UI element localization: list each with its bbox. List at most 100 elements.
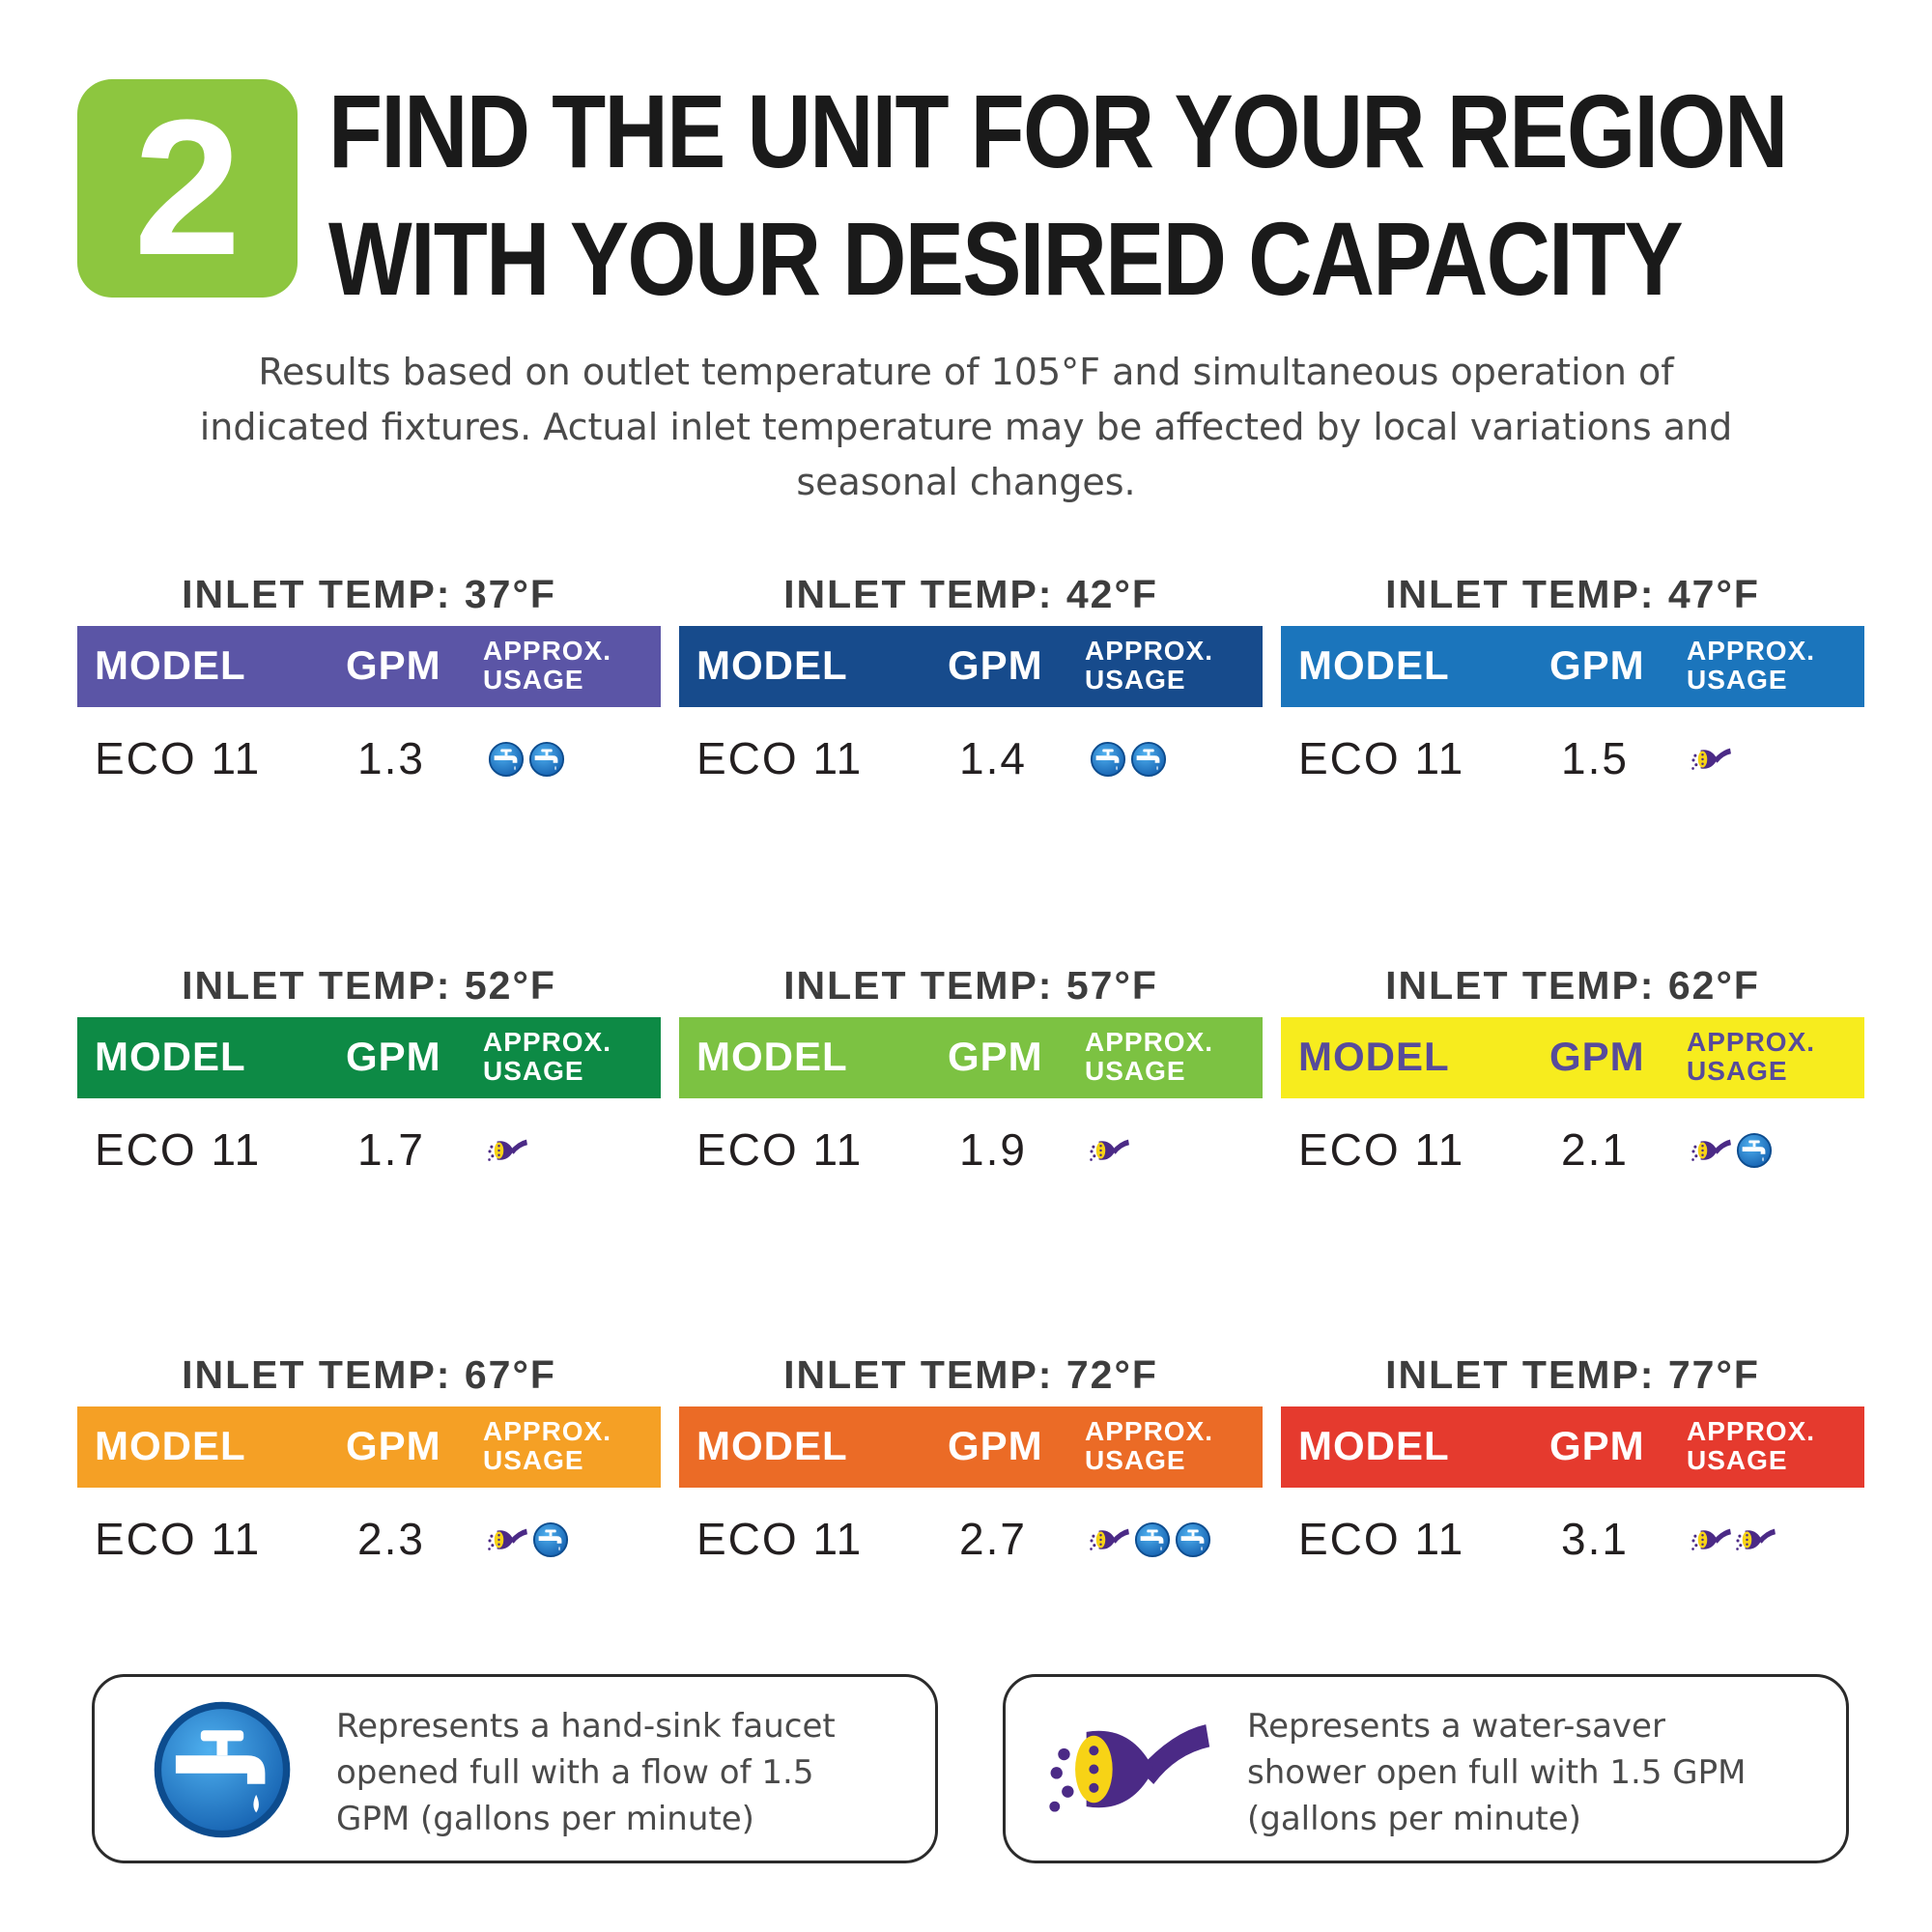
faucet-icon bbox=[1134, 1521, 1171, 1558]
usage-icons bbox=[488, 1521, 569, 1558]
faucet-icon bbox=[1130, 741, 1167, 778]
table-row: ECO 11 1.4 bbox=[679, 729, 1263, 787]
column-header-gpm: GPM bbox=[948, 1423, 1043, 1468]
card-header: MODEL GPM APPROX. USAGE bbox=[679, 1017, 1263, 1098]
column-header-usage: APPROX. USAGE bbox=[1687, 1417, 1815, 1475]
column-header-usage: APPROX. USAGE bbox=[483, 1028, 611, 1086]
shower-icon bbox=[488, 1132, 528, 1169]
column-header-gpm: GPM bbox=[948, 642, 1043, 688]
usage-icons bbox=[1691, 741, 1732, 778]
column-header-usage-line-2: USAGE bbox=[1687, 1445, 1788, 1475]
column-header-usage-line-1: APPROX. bbox=[1687, 636, 1816, 666]
column-header-usage: APPROX. USAGE bbox=[1085, 1028, 1213, 1086]
gpm-value: 2.3 bbox=[357, 1514, 425, 1564]
inlet-temp-title: INLET TEMP: 62°F bbox=[1385, 963, 1760, 1008]
model-value: ECO 11 bbox=[696, 733, 864, 783]
column-header-model: MODEL bbox=[1298, 1423, 1450, 1468]
table-row: ECO 11 3.1 bbox=[1281, 1510, 1864, 1568]
faucet-icon bbox=[1090, 741, 1126, 778]
legend-shower-line-2: shower open full with 1.5 GPM bbox=[1247, 1753, 1747, 1792]
inlet-temp-title: INLET TEMP: 37°F bbox=[182, 572, 556, 616]
column-header-usage-line-1: APPROX. bbox=[1687, 1027, 1816, 1057]
column-header-usage: APPROX. USAGE bbox=[483, 1417, 611, 1475]
shower-icon bbox=[1691, 1132, 1732, 1169]
table-row: ECO 11 1.5 bbox=[1281, 729, 1864, 787]
gpm-value: 1.3 bbox=[357, 733, 425, 783]
legend-shower-line-3: (gallons per minute) bbox=[1247, 1800, 1581, 1838]
column-header-usage-line-1: APPROX. bbox=[1085, 1416, 1214, 1446]
inlet-temp-card: INLET TEMP: 37°F MODEL GPM APPROX. USAGE ECO … bbox=[77, 570, 661, 821]
inlet-temp-title: INLET TEMP: 42°F bbox=[783, 572, 1158, 616]
column-header-usage: APPROX. USAGE bbox=[1687, 637, 1815, 695]
faucet-icon bbox=[151, 1698, 294, 1841]
page-title-line-2: WITH YOUR DESIRED CAPACITY bbox=[328, 200, 1684, 317]
column-header-usage-line-2: USAGE bbox=[1085, 1445, 1186, 1475]
step-number: 2 bbox=[133, 80, 242, 296]
column-header-usage-line-2: USAGE bbox=[1085, 1056, 1186, 1086]
column-header-usage-line-1: APPROX. bbox=[483, 636, 612, 666]
card-header: MODEL GPM APPROX. USAGE bbox=[679, 1406, 1263, 1488]
column-header-usage-line-1: APPROX. bbox=[1085, 636, 1214, 666]
legend-faucet-line-2: opened full with a flow of 1.5 bbox=[336, 1753, 814, 1792]
gpm-value: 2.7 bbox=[959, 1514, 1027, 1564]
inlet-temp-card: INLET TEMP: 67°F MODEL GPM APPROX. USAGE ECO … bbox=[77, 1350, 661, 1602]
inlet-temp-card: INLET TEMP: 72°F MODEL GPM APPROX. USAGE ECO … bbox=[679, 1350, 1263, 1602]
column-header-usage: APPROX. USAGE bbox=[1085, 1417, 1213, 1475]
card-header: MODEL GPM APPROX. USAGE bbox=[679, 626, 1263, 707]
column-header-usage: APPROX. USAGE bbox=[1687, 1028, 1815, 1086]
card-header: MODEL GPM APPROX. USAGE bbox=[77, 1406, 661, 1488]
usage-icons bbox=[1691, 1132, 1773, 1169]
inlet-temp-title: INLET TEMP: 52°F bbox=[182, 963, 556, 1008]
column-header-gpm: GPM bbox=[948, 1034, 1043, 1079]
shower-icon bbox=[1691, 1521, 1732, 1558]
column-header-usage-line-2: USAGE bbox=[483, 1445, 584, 1475]
subtitle: Results based on outlet temperature of 1… bbox=[97, 345, 1835, 510]
subtitle-line-2: indicated fixtures. Actual inlet tempera… bbox=[199, 406, 1733, 448]
usage-icons bbox=[1090, 1132, 1130, 1169]
inlet-temp-card: INLET TEMP: 57°F MODEL GPM APPROX. USAGE ECO … bbox=[679, 961, 1263, 1212]
column-header-usage-line-2: USAGE bbox=[1687, 1056, 1788, 1086]
subtitle-line-3: seasonal changes. bbox=[796, 461, 1136, 503]
column-header-model: MODEL bbox=[95, 1034, 246, 1079]
column-header-usage-line-2: USAGE bbox=[1687, 665, 1788, 695]
shower-icon bbox=[488, 1521, 528, 1558]
inlet-temp-card: INLET TEMP: 62°F MODEL GPM APPROX. USAGE ECO … bbox=[1281, 961, 1864, 1212]
table-row: ECO 11 2.1 bbox=[1281, 1121, 1864, 1179]
inlet-temp-card: INLET TEMP: 52°F MODEL GPM APPROX. USAGE ECO … bbox=[77, 961, 661, 1212]
legend-faucet-line-1: Represents a hand-sink faucet bbox=[336, 1707, 836, 1746]
inlet-temp-title: INLET TEMP: 67°F bbox=[182, 1352, 556, 1397]
card-header: MODEL GPM APPROX. USAGE bbox=[77, 1017, 661, 1098]
column-header-model: MODEL bbox=[696, 642, 848, 688]
table-row: ECO 11 1.9 bbox=[679, 1121, 1263, 1179]
table-row: ECO 11 1.7 bbox=[77, 1121, 661, 1179]
legend-shower-line-1: Represents a water-saver bbox=[1247, 1707, 1665, 1746]
model-value: ECO 11 bbox=[1298, 1514, 1465, 1564]
shower-icon bbox=[1049, 1694, 1213, 1844]
legend-faucet-text: Represents a hand-sink faucet opened ful… bbox=[336, 1703, 836, 1842]
model-value: ECO 11 bbox=[696, 1124, 864, 1175]
column-header-gpm: GPM bbox=[346, 1034, 441, 1079]
column-header-model: MODEL bbox=[1298, 642, 1450, 688]
gpm-value: 2.1 bbox=[1561, 1124, 1629, 1175]
gpm-value: 3.1 bbox=[1561, 1514, 1629, 1564]
gpm-value: 1.7 bbox=[357, 1124, 425, 1175]
shower-icon bbox=[1090, 1521, 1130, 1558]
faucet-icon bbox=[532, 1521, 569, 1558]
model-value: ECO 11 bbox=[95, 733, 262, 783]
usage-icons bbox=[1090, 741, 1167, 778]
shower-icon bbox=[1736, 1521, 1776, 1558]
gpm-value: 1.4 bbox=[959, 733, 1027, 783]
column-header-usage: APPROX. USAGE bbox=[483, 637, 611, 695]
shower-icon bbox=[1691, 741, 1732, 778]
column-header-usage: APPROX. USAGE bbox=[1085, 637, 1213, 695]
inlet-temp-title: INLET TEMP: 77°F bbox=[1385, 1352, 1760, 1397]
inlet-temp-title: INLET TEMP: 57°F bbox=[783, 963, 1158, 1008]
step-badge: 2 bbox=[77, 79, 298, 298]
table-row: ECO 11 2.7 bbox=[679, 1510, 1263, 1568]
inlet-temp-title: INLET TEMP: 47°F bbox=[1385, 572, 1760, 616]
model-value: ECO 11 bbox=[696, 1514, 864, 1564]
column-header-usage-line-2: USAGE bbox=[483, 665, 584, 695]
card-header: MODEL GPM APPROX. USAGE bbox=[1281, 626, 1864, 707]
legend-faucet-line-3: GPM (gallons per minute) bbox=[336, 1800, 754, 1838]
model-value: ECO 11 bbox=[95, 1124, 262, 1175]
